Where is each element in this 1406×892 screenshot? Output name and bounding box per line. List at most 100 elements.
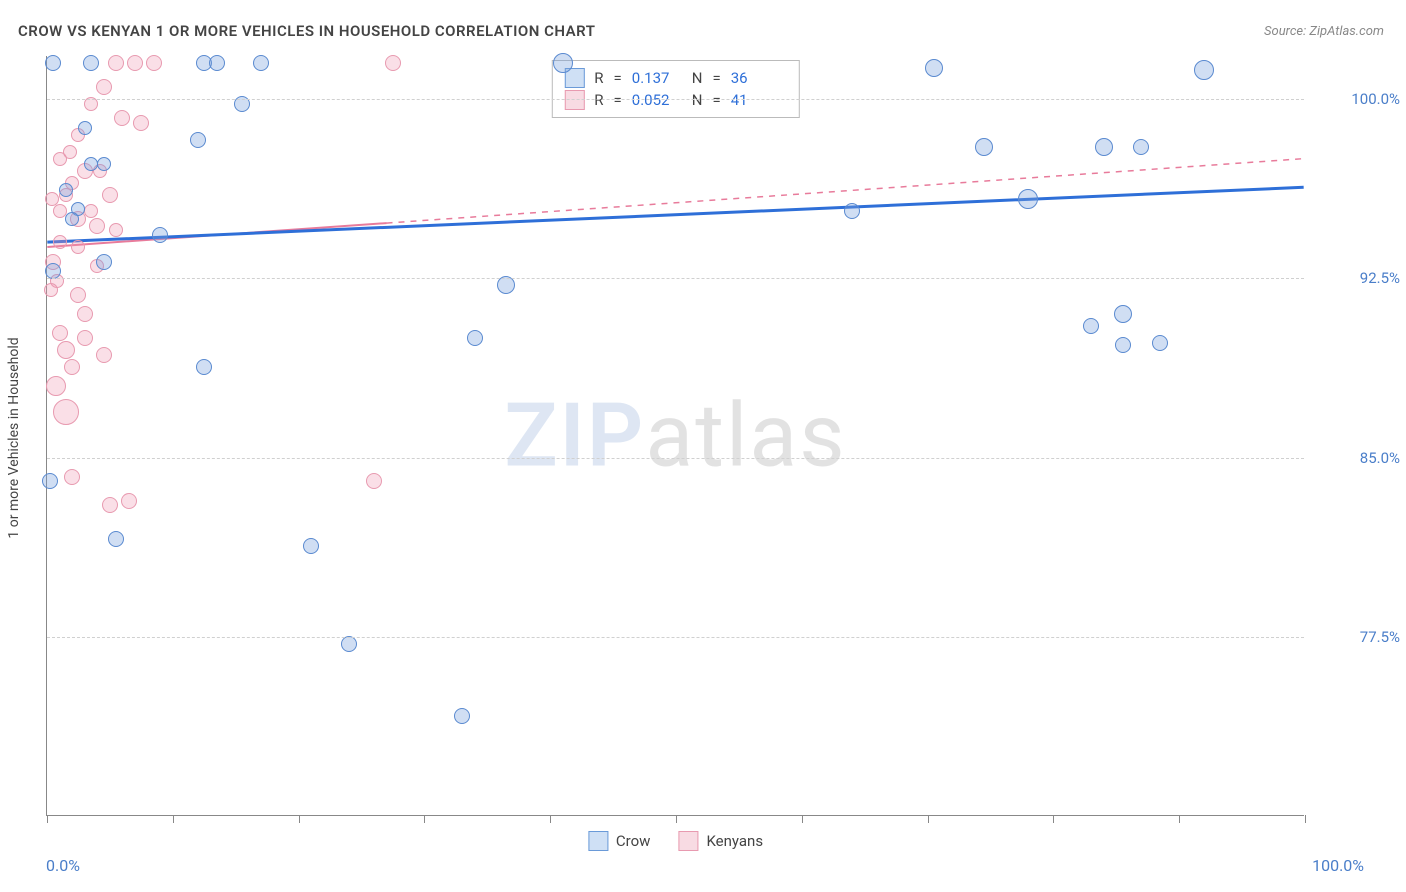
point-crow: [84, 157, 98, 171]
watermark-zip: ZIP: [504, 384, 645, 487]
y-tick-label: 85.0%: [1310, 449, 1400, 467]
x-tick: [928, 815, 929, 823]
point-crow: [78, 121, 92, 135]
point-kenyans: [70, 287, 86, 303]
point-crow: [1083, 318, 1099, 334]
x-tick: [299, 815, 300, 823]
point-crow: [96, 254, 112, 270]
point-kenyans: [45, 254, 61, 270]
point-kenyans: [70, 211, 86, 227]
point-crow: [1115, 337, 1131, 353]
point-crow: [454, 708, 470, 724]
stat-eq2: =: [712, 67, 720, 89]
legend-label-crow: Crow: [616, 832, 651, 850]
point-kenyans: [44, 283, 58, 297]
point-crow: [1095, 138, 1113, 156]
stat-r-label: R: [594, 67, 603, 89]
point-kenyans: [146, 55, 162, 71]
x-tick: [47, 815, 48, 823]
legend-label-kenyans: Kenyans: [706, 832, 763, 850]
point-kenyans: [59, 188, 73, 202]
point-kenyans: [366, 473, 382, 489]
point-kenyans: [385, 55, 401, 71]
stats-row-crow: R = 0.137 N = 36: [564, 67, 780, 89]
legend-kenyans: Kenyans: [678, 831, 763, 851]
point-kenyans: [57, 341, 75, 359]
point-crow: [152, 227, 168, 243]
watermark-atlas: atlas: [645, 384, 846, 487]
gridline: [47, 637, 1304, 638]
watermark: ZIPatlas: [504, 384, 846, 487]
point-kenyans: [127, 55, 143, 71]
x-tick: [802, 815, 803, 823]
trend-lines: [47, 56, 1304, 815]
x-axis-legend: Crow Kenyans: [588, 831, 763, 851]
point-kenyans: [45, 192, 59, 206]
point-crow: [253, 55, 269, 71]
point-kenyans: [114, 110, 130, 126]
point-crow: [190, 132, 206, 148]
chart-title: CROW VS KENYAN 1 OR MORE VEHICLES IN HOU…: [18, 22, 595, 40]
point-kenyans: [65, 176, 79, 190]
stat-n-label: N: [692, 67, 703, 89]
point-kenyans: [109, 223, 123, 237]
y-tick-label: 92.5%: [1310, 269, 1400, 287]
point-kenyans: [50, 274, 64, 288]
x-min-label: 0.0%: [46, 856, 80, 875]
legend-swatch-crow: [588, 831, 608, 851]
point-kenyans: [121, 493, 137, 509]
point-kenyans: [108, 55, 124, 71]
point-kenyans: [89, 218, 105, 234]
point-kenyans: [96, 79, 112, 95]
stat-crow-r: 0.137: [632, 67, 682, 89]
stats-box: R = 0.137 N = 36 R = 0.052 N = 41: [551, 60, 799, 118]
point-kenyans: [53, 235, 67, 249]
point-crow: [108, 531, 124, 547]
point-kenyans: [71, 128, 85, 142]
plot-area: ZIPatlas R = 0.137 N = 36 R = 0.052 N = …: [46, 56, 1304, 816]
point-crow: [196, 359, 212, 375]
point-kenyans: [77, 330, 93, 346]
x-tick: [1053, 815, 1054, 823]
point-crow: [975, 138, 993, 156]
x-tick: [1179, 815, 1180, 823]
scatter-points: [47, 56, 1304, 815]
point-kenyans: [64, 359, 80, 375]
point-crow: [1114, 305, 1132, 323]
gridline: [47, 278, 1304, 279]
point-crow: [45, 263, 61, 279]
point-kenyans: [53, 152, 67, 166]
point-kenyans: [46, 376, 66, 396]
point-kenyans: [133, 115, 149, 131]
swatch-crow: [564, 68, 584, 88]
point-crow: [1194, 60, 1214, 80]
stat-eq: =: [614, 67, 622, 89]
point-kenyans: [93, 164, 107, 178]
point-kenyans: [53, 399, 79, 425]
y-tick-label: 77.5%: [1310, 628, 1400, 646]
point-kenyans: [90, 259, 104, 273]
point-crow: [1152, 335, 1168, 351]
point-crow: [1018, 189, 1038, 209]
point-crow: [341, 636, 357, 652]
point-kenyans: [77, 163, 93, 179]
point-crow: [467, 330, 483, 346]
chart-container: CROW VS KENYAN 1 OR MORE VEHICLES IN HOU…: [0, 0, 1406, 892]
x-tick: [424, 815, 425, 823]
y-axis-label: 1 or more Vehicles in Household: [6, 337, 22, 538]
point-kenyans: [96, 347, 112, 363]
x-tick: [1305, 815, 1306, 823]
gridline: [47, 99, 1304, 100]
point-kenyans: [71, 240, 85, 254]
legend-crow: Crow: [588, 831, 651, 851]
point-crow: [303, 538, 319, 554]
point-crow: [65, 212, 79, 226]
point-kenyans: [84, 204, 98, 218]
source-attribution: Source: ZipAtlas.com: [1264, 24, 1384, 39]
point-kenyans: [63, 145, 77, 159]
point-kenyans: [53, 204, 67, 218]
point-crow: [844, 203, 860, 219]
point-crow: [196, 55, 212, 71]
y-tick-label: 100.0%: [1310, 90, 1400, 108]
gridline: [47, 458, 1304, 459]
